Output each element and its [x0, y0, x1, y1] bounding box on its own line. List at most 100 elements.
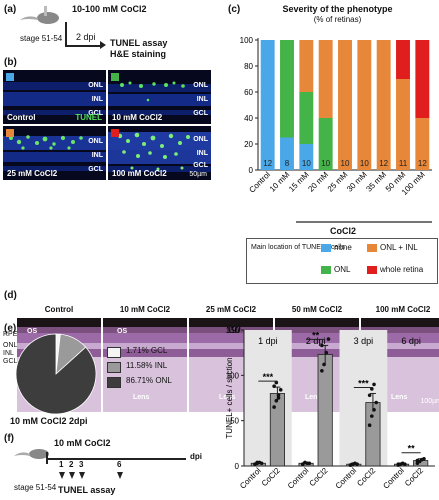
data-point — [355, 462, 359, 466]
y-tick-label: 50 — [230, 417, 239, 426]
data-point — [272, 384, 276, 389]
n-label: 10 — [341, 159, 350, 168]
panel-f-stage: stage 51-54 — [14, 483, 57, 492]
panel-a-concentration: 10-100 mM CoCl2 — [72, 4, 147, 14]
x-tick-label: Control — [381, 466, 406, 491]
y-tick-label: 0 — [235, 462, 240, 471]
bar-segment-onl-inl — [376, 40, 391, 170]
pie-legend-swatch — [107, 347, 121, 358]
chart-c-xlabel: CoCl2 — [330, 226, 357, 236]
layer-label-inl: INL — [91, 96, 103, 103]
lens-label: Lens — [133, 394, 150, 401]
data-point — [274, 398, 279, 403]
he-condition-label: 50 mM CoCl2 — [291, 305, 343, 314]
panel-b-letter: (b) — [4, 57, 17, 68]
micrograph-10mm: ONL INL GCL 10 mM CoCl2 — [108, 70, 211, 124]
bar-segment-none — [260, 40, 275, 170]
bar-segment-onl-inl — [396, 79, 410, 170]
bar-segment-none — [299, 144, 314, 170]
group-label: 6 dpi — [401, 336, 421, 346]
data-point — [415, 458, 420, 463]
data-point — [274, 380, 279, 385]
condition-label: 25 mM CoCl2 — [7, 169, 58, 178]
data-point — [374, 400, 379, 405]
data-point — [396, 462, 401, 466]
layer-label-inl: INL — [196, 96, 208, 103]
chart-c-legend: Main location of TUNEL+ cells none ONL O… — [246, 238, 438, 284]
layer-label-gcl: GCL — [193, 110, 208, 117]
lens-label: Lens — [391, 394, 408, 401]
n-label: 12 — [263, 159, 272, 168]
sig-label: ** — [408, 444, 416, 454]
legend-swatch-whole-retina — [367, 266, 377, 274]
bar-segment-onl-inl — [415, 118, 430, 170]
layer-label-onl: ONL — [88, 138, 103, 145]
data-point — [320, 369, 324, 373]
x-tick-label: CoCl2 — [355, 466, 377, 488]
bar-segment-onl — [280, 40, 294, 138]
legend-label-onl: ONL — [334, 265, 351, 274]
n-label: 12 — [418, 159, 427, 168]
layer-rpe: RPE — [3, 331, 18, 338]
bar-segment-onl-inl — [299, 40, 314, 92]
condition-square-icon — [111, 129, 119, 137]
panel-a-assay-2: H&E staining — [110, 49, 167, 59]
data-point — [370, 414, 374, 418]
bar — [269, 393, 285, 467]
scale-bar-label: 50µm — [189, 171, 207, 178]
y-tick-label: 0 — [249, 166, 254, 175]
condition-label: 10 mM CoCl2 — [112, 113, 163, 122]
group-label: 1 dpi — [258, 336, 278, 346]
y-tick-label: 150 — [226, 326, 240, 335]
tunel-signal — [9, 135, 83, 150]
bar-segment-whole-retina — [396, 40, 410, 79]
data-point — [350, 462, 355, 466]
panel-f-day-label: 3 — [79, 460, 84, 469]
condition-label: 100 mM CoCl2 — [112, 169, 167, 178]
panel-e-letter: (e) — [4, 323, 17, 334]
panel-a-arrow-label: 2 dpi — [76, 32, 96, 42]
panel-a-assay-1: TUNEL assay — [110, 38, 168, 48]
x-tick-label: CoCl2 — [260, 466, 282, 488]
pie-legend-label: 86.71% ONL — [126, 376, 172, 385]
data-point — [276, 396, 281, 400]
pie-legend-label: 11.58% INL — [126, 361, 168, 370]
panel-f-day-label: 1 — [59, 460, 64, 469]
he-condition-label: 10 mM CoCl2 — [119, 305, 171, 314]
layer-label-gcl: GCL — [88, 166, 103, 173]
y-tick-label: 20 — [244, 140, 253, 149]
x-tick-label: CoCl2 — [308, 466, 330, 488]
layer-label-inl: INL — [196, 150, 208, 157]
n-label: 8 — [285, 159, 290, 168]
data-point — [307, 461, 312, 466]
pie-slice — [15, 333, 97, 415]
down-arrow-icon — [79, 472, 85, 479]
layer-label-onl: ONL — [193, 82, 208, 89]
chart-c-title: Severity of the phenotype — [282, 4, 393, 14]
tunel-label: TUNEL — [75, 113, 102, 122]
data-point — [367, 393, 372, 398]
panel-f-day-label: 6 — [117, 460, 122, 469]
down-arrow-icon — [69, 472, 75, 479]
pie-legend-label: 1.71% GCL — [126, 346, 168, 355]
panel-a-arrow-line — [65, 45, 103, 47]
y-tick-label: 100 — [226, 371, 240, 380]
bar-segment-onl-inl — [357, 40, 372, 170]
layer-label-onl: ONL — [193, 136, 208, 143]
y-tick-label: 60 — [244, 88, 253, 97]
data-point — [367, 423, 372, 428]
panel-a-letter: (a) — [4, 4, 17, 15]
panel-f-timeline — [46, 458, 186, 460]
bar-segment-onl-inl — [318, 40, 333, 118]
data-point — [276, 393, 281, 398]
panel-a-stage: stage 51-54 — [20, 34, 63, 43]
data-point — [278, 388, 283, 392]
panel-a-vline — [65, 22, 67, 46]
data-point — [320, 343, 324, 348]
micrograph-25mm: ONL INL GCL 25 mM CoCl2 — [3, 126, 106, 180]
bar-segment-onl — [299, 92, 314, 144]
data-point — [322, 362, 326, 367]
micrograph-100mm: ONL INL GCL 100 mM CoCl2 50µm — [108, 126, 211, 180]
panel-a-arrowhead-icon — [100, 41, 106, 49]
